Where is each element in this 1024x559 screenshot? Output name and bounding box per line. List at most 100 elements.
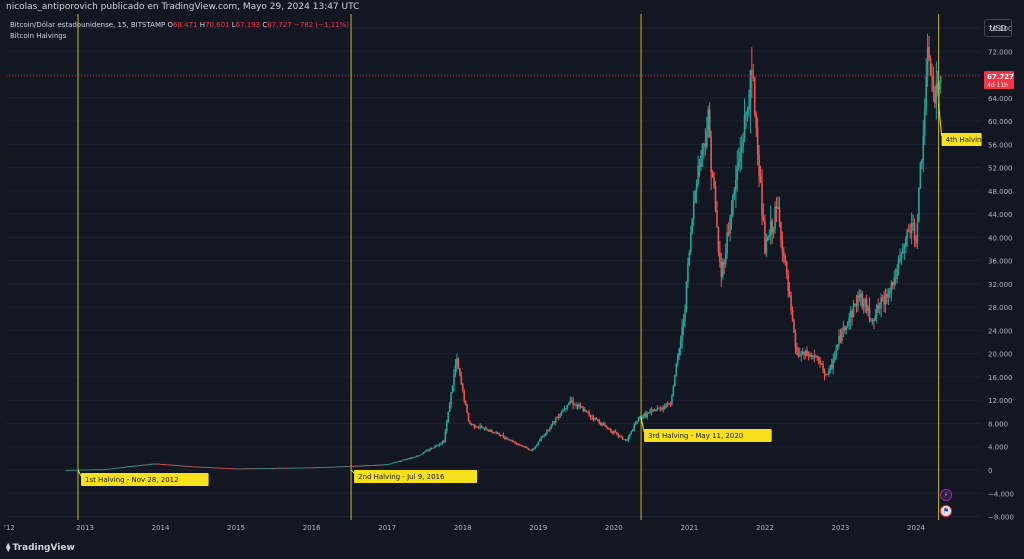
candle-body: [403, 459, 406, 461]
candle-body: [602, 423, 605, 425]
indicator-legend[interactable]: Bitcoin Halvings: [10, 32, 67, 40]
candle-body: [508, 439, 511, 441]
candle-body: [690, 232, 692, 252]
candle-body: [620, 435, 622, 437]
candle-body: [257, 468, 259, 470]
candle-body: [923, 110, 926, 136]
footer: [0, 540, 1024, 559]
candle-body: [849, 310, 852, 318]
candle-body: [329, 466, 332, 468]
candle-body: [81, 469, 83, 471]
halving-connector: [77, 469, 82, 477]
candle-body: [804, 350, 807, 355]
candle-body: [697, 165, 699, 185]
candle-body: [236, 468, 239, 470]
candle-body: [578, 404, 580, 407]
open-value: 68.471: [172, 21, 198, 29]
candle-body: [511, 439, 513, 442]
candle-body: [597, 419, 599, 421]
candle-body: [524, 447, 526, 448]
candle-body: [710, 136, 712, 173]
y-axis[interactable]: 76.00072.00068.00064.00060.00056.00052.0…: [984, 25, 1014, 522]
candle-body: [874, 316, 877, 321]
candle-body: [658, 407, 660, 409]
candle-body: [583, 409, 586, 412]
candle-body: [437, 445, 439, 447]
candle-body: [675, 363, 678, 375]
candle-body: [466, 404, 468, 413]
candle-body: [447, 411, 449, 422]
x-axis[interactable]: '12 2013 2014 2015 2016 2017 2018 2019 2020 2021 2…: [4, 524, 925, 532]
candle-body: [239, 468, 242, 470]
candle-body: [241, 468, 243, 470]
candle-body: [886, 293, 888, 298]
candle-body: [778, 207, 781, 222]
candle-body: [859, 293, 862, 298]
candle-body: [536, 444, 538, 447]
lightning-icon[interactable]: ⚡︎: [940, 489, 952, 501]
candle-body: [165, 464, 168, 466]
candle-body: [486, 430, 489, 431]
candle-body: [210, 467, 213, 469]
candle-body: [630, 431, 633, 434]
candle-body: [659, 407, 662, 410]
candle-body: [830, 365, 833, 369]
candle-body: [421, 453, 423, 455]
candle-body: [756, 127, 759, 155]
x-tick-label: 2018: [454, 524, 472, 532]
candle-body: [618, 435, 621, 437]
us-flag-icon[interactable]: ⚑: [940, 505, 952, 517]
candle-body: [599, 423, 602, 426]
y-tick-label: 60.000: [988, 118, 1013, 126]
candle-body: [307, 467, 310, 469]
y-tick-label: −4.000: [988, 490, 1014, 498]
candle-body: [286, 467, 288, 469]
candle-body: [325, 466, 327, 468]
candle-body: [501, 435, 503, 436]
tradingview-logo[interactable]: ⧫ TradingView: [6, 543, 75, 553]
candle-body: [938, 82, 941, 90]
candle-body: [772, 228, 775, 233]
y-tick-label: 44.000: [988, 211, 1013, 219]
candle-body: [140, 464, 143, 466]
candle-body: [90, 469, 92, 471]
candle-body: [204, 467, 207, 468]
candle-body: [798, 355, 801, 356]
candle-body: [219, 467, 221, 469]
candle-body: [164, 464, 166, 466]
candle-body: [470, 423, 473, 425]
candle-body: [814, 356, 817, 358]
candle-body: [841, 330, 843, 342]
candle-body: [848, 317, 850, 323]
candle-body: [919, 163, 922, 189]
plot-background: [6, 14, 980, 520]
candle-body: [828, 370, 830, 375]
candle-body: [258, 468, 261, 470]
candle-body: [721, 261, 724, 277]
candle-body: [351, 466, 354, 467]
candle-body: [688, 251, 691, 265]
candle-body: [762, 215, 765, 222]
candle-body: [893, 277, 896, 285]
candle-body: [233, 468, 236, 470]
symbol-legend[interactable]: Bitcoin/Dólar estadounidense, 15, BITSTA…: [10, 21, 349, 29]
candle-body: [87, 469, 89, 471]
x-tick-label: 2021: [680, 524, 698, 532]
candle-body: [489, 429, 492, 432]
candle-body: [570, 400, 573, 402]
candle-body: [168, 464, 171, 466]
candle-body: [518, 444, 521, 446]
candle-body: [647, 412, 650, 414]
candle-body: [806, 350, 808, 356]
candle-body: [585, 409, 588, 412]
candle-body: [434, 445, 436, 448]
candle-body: [309, 467, 311, 469]
candle-body: [522, 446, 525, 448]
candle-body: [714, 185, 717, 211]
candle-body: [829, 365, 832, 371]
candle-body: [906, 230, 909, 238]
candle-body: [610, 429, 612, 432]
currency-button[interactable]: USD: [984, 19, 1012, 37]
candle-body: [505, 438, 508, 440]
